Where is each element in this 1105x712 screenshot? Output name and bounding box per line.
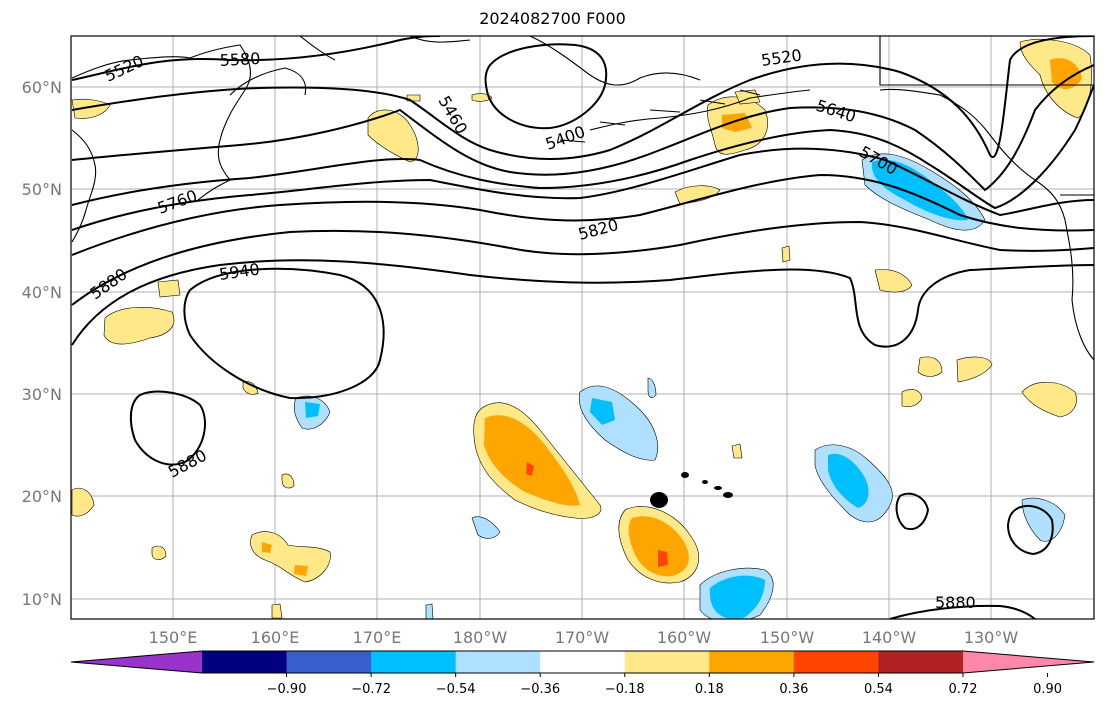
contour-label: 5400 xyxy=(543,122,588,154)
colorbar-bin xyxy=(286,651,372,673)
contour-label: 5880 xyxy=(86,264,130,303)
lon-labels: 150°E 160°E 170°E 180°W 170°W 160°W 150°… xyxy=(149,628,1019,647)
gridlines xyxy=(71,36,1094,619)
lat-labels: 60°N 50°N 40°N 30°N 20°N 10°N xyxy=(22,78,62,609)
lat-label: 30°N xyxy=(22,385,62,404)
hawaii-islands xyxy=(650,472,733,508)
colorbar-outline xyxy=(70,650,1095,674)
contour-label: 5880 xyxy=(165,446,210,482)
colorbar-tick-label: −0.18 xyxy=(605,682,645,697)
colorbar-tick-label: −0.72 xyxy=(351,682,391,697)
lon-label: 170°E xyxy=(353,628,402,647)
lon-label: 180°W xyxy=(453,628,508,647)
colorbar-ticks: −0.90 −0.72 −0.54 −0.36 −0.18 0.18 0.36 0.54 0.7… xyxy=(267,673,1062,697)
contour-label: 5580 xyxy=(219,49,261,70)
negative-shading xyxy=(293,153,1066,619)
colorbar-bin xyxy=(709,651,795,673)
colorbar-bin xyxy=(202,651,288,673)
colorbar-extend-low xyxy=(71,651,202,673)
colorbar-bin xyxy=(793,651,879,673)
colorbar-tick-label: −0.36 xyxy=(520,682,560,697)
colorbar-tick-label: −0.54 xyxy=(436,682,476,697)
lat-label: 10°N xyxy=(22,590,62,609)
lat-label: 20°N xyxy=(22,487,62,506)
colorbar-bin xyxy=(624,651,710,673)
colorbar-tick-label: 0.54 xyxy=(864,682,893,697)
lon-label: 150°W xyxy=(760,628,815,647)
colorbar-bin xyxy=(878,651,964,673)
lat-label: 50°N xyxy=(22,180,62,199)
positive-shading xyxy=(71,39,1092,619)
colorbar-tick-label: 0.18 xyxy=(695,682,724,697)
colorbar-bin xyxy=(455,651,541,673)
colorbar-tick-label: −0.90 xyxy=(267,682,307,697)
map-frame xyxy=(70,35,1095,620)
lon-label: 170°W xyxy=(555,628,610,647)
lon-label: 160°W xyxy=(657,628,712,647)
lon-label: 150°E xyxy=(149,628,198,647)
lon-label: 160°E xyxy=(251,628,300,647)
lat-label: 60°N xyxy=(22,78,62,97)
contour-label: 5880 xyxy=(935,593,976,612)
contour-label: 5940 xyxy=(218,259,261,283)
contour-label: 5820 xyxy=(576,215,620,244)
contour-label: 5520 xyxy=(760,45,803,69)
contour-label: 5760 xyxy=(155,186,200,218)
map-title: 2024082700 F000 xyxy=(479,9,626,28)
colorbar-extend-high xyxy=(963,651,1094,673)
lon-label: 130°W xyxy=(964,628,1019,647)
lat-label: 40°N xyxy=(22,283,62,302)
height-contours xyxy=(71,36,1094,619)
colorbar-tick-label: 0.72 xyxy=(949,682,978,697)
contour-label: 5460 xyxy=(435,93,472,138)
colorbar xyxy=(70,650,1095,674)
lon-label: 140°W xyxy=(862,628,917,647)
colorbar-tick-label: 0.90 xyxy=(1033,682,1062,697)
colorbar-bin xyxy=(540,651,626,673)
contour-label: 5640 xyxy=(814,96,859,127)
colorbar-bin xyxy=(371,651,457,673)
contour-label: 5520 xyxy=(102,51,147,85)
colorbar-tick-label: 0.36 xyxy=(779,682,808,697)
